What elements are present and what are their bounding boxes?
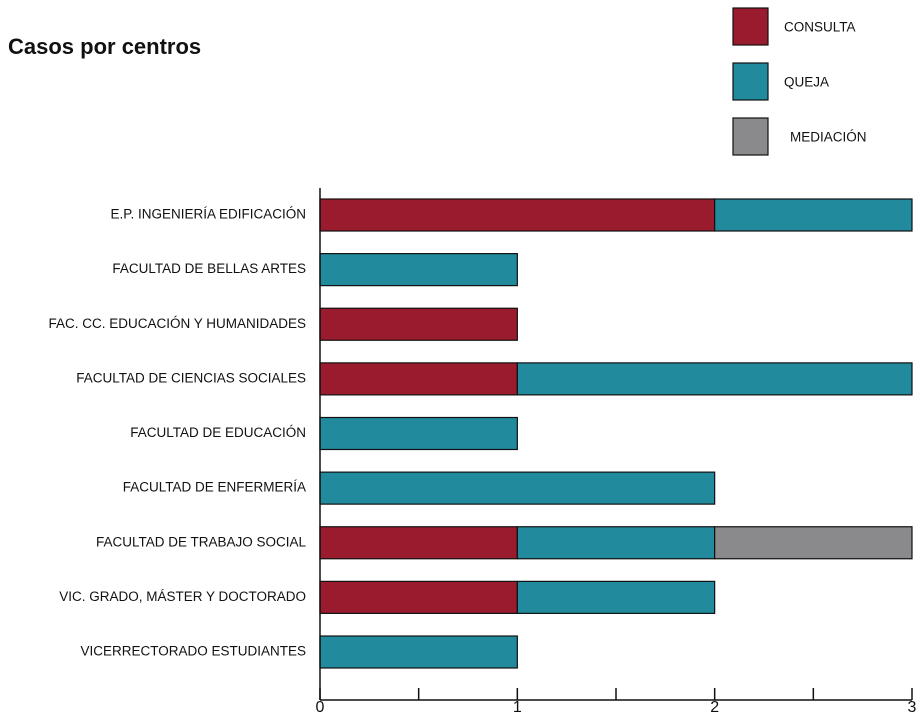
y-tick-label: E.P. INGENIERÍA EDIFICACIÓN <box>110 207 306 222</box>
legend-swatch <box>732 7 769 46</box>
bar-segment <box>319 416 518 451</box>
chart-title: Casos por centros <box>8 34 201 59</box>
bar-segment <box>319 198 716 232</box>
y-tick-label: FACULTAD DE BELLAS ARTES <box>112 261 306 276</box>
x-tick-label: 0 <box>316 699 325 716</box>
bar-segment <box>319 471 716 505</box>
y-tick-label: VIC. GRADO, MÁSTER Y DOCTORADO <box>59 589 306 604</box>
y-tick-label: FACULTAD DE TRABAJO SOCIAL <box>96 534 307 549</box>
bar-segment <box>319 580 518 614</box>
bar-segment <box>516 362 913 396</box>
x-tick-label: 1 <box>513 699 522 716</box>
bar-segment <box>319 307 518 341</box>
bar-segment <box>319 635 518 669</box>
y-tick-label: FACULTAD DE CIENCIAS SOCIALES <box>76 370 306 385</box>
x-tick-label: 3 <box>908 699 917 716</box>
legend-label: MEDIACIÓN <box>790 130 867 145</box>
bar-segment <box>714 198 913 232</box>
legend-label: QUEJA <box>784 75 829 90</box>
bar-segment <box>319 253 518 287</box>
x-tick-label: 2 <box>710 699 719 716</box>
bar-segment <box>714 526 913 560</box>
bar-segment <box>516 580 716 614</box>
y-tick-label: FACULTAD DE ENFERMERÍA <box>123 480 306 495</box>
y-tick-label: VICERRECTORADO ESTUDIANTES <box>80 644 306 659</box>
y-tick-label: FACULTAD DE EDUCACIÓN <box>130 425 306 440</box>
legend-swatch <box>732 62 769 101</box>
bar-segment <box>516 526 716 560</box>
y-tick-label: FAC. CC. EDUCACIÓN Y HUMANIDADES <box>48 316 306 331</box>
bar-segment <box>319 526 518 560</box>
legend-label: CONSULTA <box>784 20 856 35</box>
bar-segment <box>319 362 518 396</box>
legend-swatch <box>732 117 769 156</box>
